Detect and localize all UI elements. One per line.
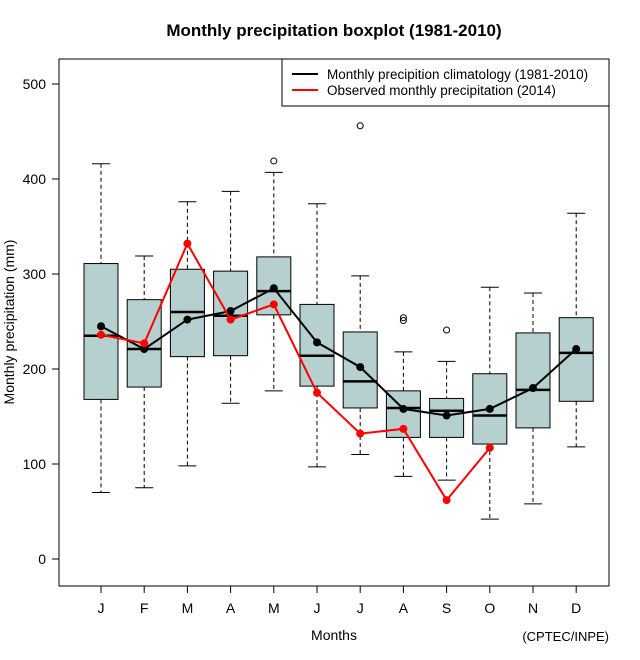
series-point — [313, 388, 321, 397]
box-6 — [342, 122, 378, 455]
series-point — [356, 429, 365, 438]
legend-box — [281, 58, 610, 107]
series-point — [529, 384, 537, 392]
x-tick-label: J — [98, 600, 105, 616]
series-point — [140, 345, 149, 354]
y-axis: 0 100 200 300 400 500 — [23, 76, 59, 567]
y-tick-label: 0 — [38, 551, 46, 567]
series-point — [269, 300, 278, 309]
y-tick-label: 400 — [23, 171, 47, 187]
legend: Monthly precipition climatology (1981-20… — [281, 58, 610, 107]
series-0 — [97, 284, 581, 420]
box-4 — [256, 157, 292, 392]
x-tick-label: M — [268, 600, 280, 616]
x-tick-label: S — [442, 600, 451, 616]
series-point — [226, 307, 235, 316]
box-8 — [429, 326, 465, 481]
series-point — [572, 345, 581, 354]
x-tick-label: J — [357, 600, 364, 616]
series-1 — [97, 239, 494, 505]
y-axis-label: Monthly precipitation (mm) — [1, 240, 17, 405]
box-11 — [558, 212, 594, 448]
outlier-point — [356, 122, 364, 130]
chart-title: Monthly precipitation boxplot (1981-2010… — [166, 21, 501, 40]
box-10 — [515, 292, 551, 505]
x-tick-label: A — [226, 600, 236, 616]
box-1 — [126, 255, 162, 489]
series-point — [97, 330, 105, 339]
series-point — [183, 239, 192, 248]
series-point — [313, 338, 321, 347]
series-point — [356, 363, 365, 372]
y-tick-label: 200 — [23, 361, 47, 377]
y-tick-label: 500 — [23, 76, 47, 92]
iqr-box — [515, 332, 551, 429]
credit-label: (CPTEC/INPE) — [522, 629, 609, 644]
y-tick-label: 100 — [23, 456, 47, 472]
outlier-point — [270, 157, 278, 165]
x-tick-label: O — [484, 600, 495, 616]
x-tick-label: M — [182, 600, 194, 616]
box-7 — [385, 314, 421, 477]
legend-label-observed: Observed monthly precipitation (2014) — [327, 83, 556, 98]
series-lines — [97, 239, 581, 505]
x-tick-label: J — [314, 600, 321, 616]
series-point — [442, 411, 451, 420]
box-2 — [169, 201, 205, 467]
series-line — [100, 241, 491, 502]
series-point — [485, 404, 494, 413]
series-point — [97, 322, 105, 331]
x-tick-label: A — [399, 600, 409, 616]
x-axis-label: Months — [311, 627, 357, 643]
series-point — [485, 443, 494, 452]
series-point — [183, 315, 192, 324]
x-tick-label: F — [140, 600, 149, 616]
series-point — [140, 339, 149, 348]
x-tick-label: N — [528, 600, 538, 616]
series-point — [269, 284, 278, 293]
x-tick-label: D — [571, 600, 581, 616]
series-point — [226, 315, 235, 324]
series-point — [399, 424, 408, 433]
outlier-point — [399, 317, 407, 325]
series-point — [442, 496, 451, 505]
outlier-point — [443, 326, 451, 334]
series-line — [100, 286, 577, 417]
box-5 — [299, 203, 335, 468]
series-point — [399, 404, 408, 413]
y-tick-label: 300 — [23, 266, 47, 282]
legend-label-climatology: Monthly precipition climatology (1981-20… — [327, 67, 588, 82]
boxes — [83, 122, 594, 520]
outlier-point — [399, 314, 407, 322]
